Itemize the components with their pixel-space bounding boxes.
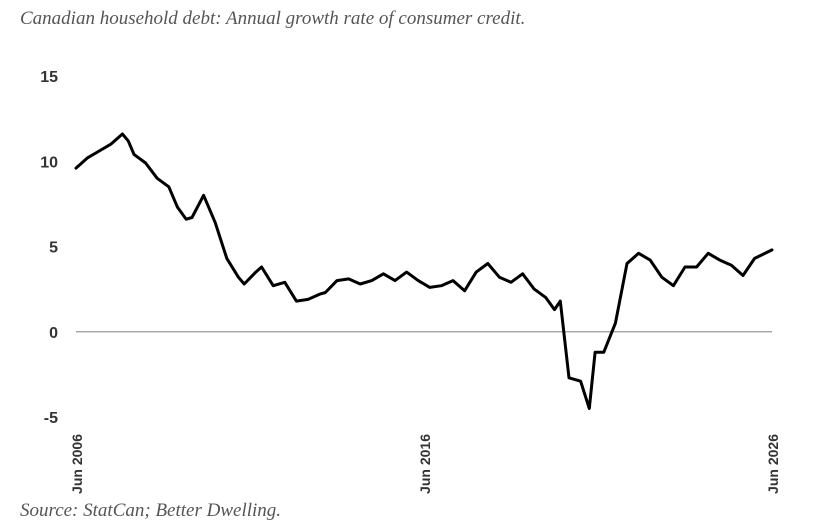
data-point <box>603 351 605 353</box>
data-point <box>771 249 773 251</box>
data-point <box>226 257 228 260</box>
data-point <box>553 308 556 311</box>
data-point <box>307 298 309 300</box>
data-point <box>214 222 216 224</box>
data-point <box>243 283 245 285</box>
data-point <box>284 281 286 283</box>
series-line <box>74 132 774 410</box>
data-point <box>348 278 350 280</box>
data-point <box>394 280 396 282</box>
data-point <box>406 271 408 273</box>
data-point <box>191 216 193 219</box>
data-point <box>255 271 257 273</box>
data-point <box>684 266 686 268</box>
data-point <box>719 259 721 261</box>
data-point <box>295 300 297 302</box>
data-point <box>168 186 170 188</box>
data-point <box>533 288 535 290</box>
data-point <box>203 194 205 196</box>
data-point <box>661 276 663 278</box>
data-point <box>145 162 147 164</box>
y-tick-label: 5 <box>49 240 58 257</box>
data-point <box>649 259 651 261</box>
data-point <box>754 257 756 260</box>
data-point <box>371 280 373 282</box>
y-tick-label: -5 <box>44 410 58 427</box>
point-layer <box>75 133 773 410</box>
data-point <box>261 266 263 268</box>
data-point <box>594 351 596 353</box>
data-point <box>638 252 640 254</box>
data-point <box>359 283 361 285</box>
data-point <box>133 153 135 156</box>
chart-source: Source: StatCan; Better Dwelling. <box>20 500 282 521</box>
data-point <box>614 322 617 324</box>
data-point <box>176 206 179 208</box>
data-point <box>545 297 547 299</box>
data-point <box>464 290 466 292</box>
data-point <box>272 285 274 287</box>
data-point <box>75 167 77 169</box>
data-point <box>98 150 100 152</box>
y-tick-label: 0 <box>49 325 58 342</box>
x-axis-ticks: Jun 2006 Jun 2016 Jun 2026 <box>69 434 781 494</box>
x-tick-label: Jun 2026 <box>765 434 781 494</box>
data-point <box>475 271 477 273</box>
data-point <box>559 300 561 302</box>
data-point <box>626 262 628 265</box>
data-point <box>487 262 489 265</box>
data-point <box>522 273 524 275</box>
data-point <box>580 380 582 382</box>
data-point <box>742 274 744 277</box>
data-point <box>672 285 675 287</box>
data-point <box>336 280 338 282</box>
data-point <box>127 140 129 142</box>
data-point <box>185 218 187 220</box>
data-point <box>568 377 570 379</box>
data-point <box>110 143 112 145</box>
y-tick-label: 15 <box>40 69 58 86</box>
data-point <box>319 293 321 295</box>
data-point <box>440 285 442 287</box>
y-tick-label: 10 <box>40 154 58 171</box>
data-point <box>382 273 384 275</box>
y-axis-ticks: 15 10 5 0 -5 <box>40 69 58 427</box>
data-point <box>452 280 454 282</box>
data-point <box>588 407 590 410</box>
data-point <box>429 286 431 289</box>
data-point <box>707 252 709 254</box>
x-tick-label: Jun 2016 <box>417 434 433 494</box>
data-point <box>324 291 326 294</box>
data-point <box>498 276 500 278</box>
x-tick-label: Jun 2006 <box>69 434 85 494</box>
data-point <box>156 177 158 179</box>
data-point <box>87 157 89 159</box>
data-point <box>417 280 419 282</box>
data-point <box>696 266 698 268</box>
data-point <box>237 276 239 278</box>
data-point <box>510 281 512 283</box>
data-point <box>121 133 123 135</box>
data-point <box>730 264 733 266</box>
line-layer <box>74 132 774 410</box>
chart-title: Canadian household debt: Annual growth r… <box>20 8 526 29</box>
